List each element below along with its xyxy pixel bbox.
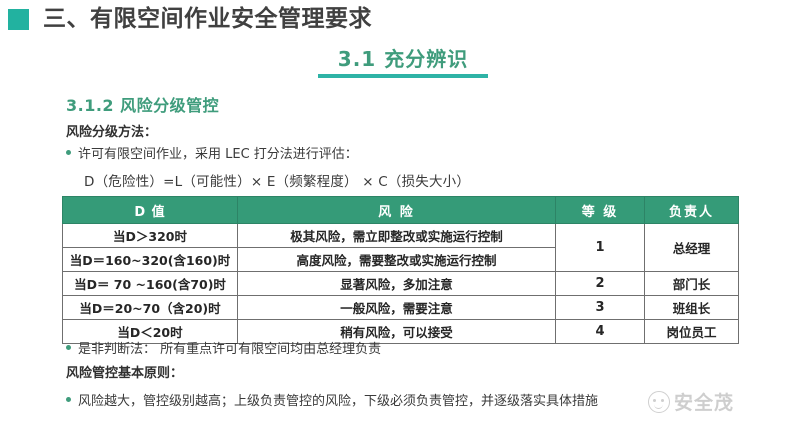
page-title-text: 三、有限空间作业安全管理要求: [43, 6, 372, 32]
watermark-text: 安全茂: [674, 392, 735, 414]
cell-risk: 一般风险，需要注意: [237, 295, 556, 320]
section-title-block: 3.1 充分辨识: [318, 48, 488, 78]
cell-d-value: 当D＝ 70 ~160(含70)时: [62, 271, 238, 296]
cell-level: 4: [555, 319, 645, 344]
method-bullet-lec: 许可有限空间作业，采用 LEC 打分法进行评估：: [66, 143, 358, 162]
method-bullet-judgement: 是非判断法： 所有重点许可有限空间均由总经理负责: [66, 338, 381, 357]
cell-risk: 显著风险，多加注意: [237, 271, 556, 296]
lec-formula-text: D（危险性）=L（可能性）× E（频繁程度） × C（损失大小）: [84, 174, 471, 190]
principle-bullet-1-text: 风险越大，管控级别越高；上级负责管控的风险，下级必须负责管控，并逐级落实具体措施: [78, 394, 599, 409]
column-header-level: 等 级: [555, 196, 645, 224]
column-header-owner: 负责人: [644, 196, 739, 224]
cell-d-value: 当D＞320时: [62, 223, 238, 248]
table-header-row: D 值 风 险 等 级 负责人: [62, 196, 739, 224]
table-row: 当D＝ 70 ~160(含70)时 显著风险，多加注意 2 部门长: [62, 271, 739, 296]
table-row: 当D＝160~320(含160)时 高度风险，需要整改或实施运行控制: [62, 247, 739, 272]
cell-risk: 高度风险，需要整改或实施运行控制: [237, 247, 556, 272]
cell-d-value: 当D＝160~320(含160)时: [62, 247, 238, 272]
cell-risk: 极其风险，需立即整改或实施运行控制: [237, 223, 556, 248]
cell-level: 3: [555, 295, 645, 320]
risk-control-principle-label: 风险管控基本原则：: [66, 366, 184, 381]
watermark: 安全茂: [648, 388, 734, 415]
bullet-dot-icon: [66, 397, 71, 402]
table-row: 当D＜20时 稍有风险，可以接受 4 岗位员工: [62, 319, 739, 344]
cell-owner: 部门长: [644, 271, 739, 296]
page-title: 三、有限空间作业安全管理要求: [8, 8, 372, 31]
round-face-logo-icon: [648, 390, 670, 413]
principle-bullet-1: 风险越大，管控级别越高；上级负责管控的风险，下级必须负责管控，并逐级落实具体措施: [66, 390, 598, 409]
bullet-dot-icon: [66, 345, 71, 350]
section-title-text: 3.1 充分辨识: [337, 47, 469, 71]
section-title-underline: [318, 74, 488, 78]
table-row: 当D＝20~70（含20)时 一般风险，需要注意 3 班组长: [62, 295, 739, 320]
risk-grading-method-label: 风险分级方法：: [66, 125, 158, 140]
bullet-dot-icon: [66, 150, 71, 155]
cell-d-value: 当D＝20~70（含20)时: [62, 295, 238, 320]
cell-risk: 稍有风险，可以接受: [237, 319, 556, 344]
column-header-d-value: D 值: [62, 196, 238, 224]
cell-owner: 总经理: [644, 223, 739, 272]
subsection-title: 3.1.2 风险分级管控: [66, 96, 220, 115]
cell-level: 1: [555, 223, 645, 272]
risk-table-body: 当D＞320时 极其风险，需立即整改或实施运行控制 1 总经理 当D＝160~3…: [62, 223, 739, 344]
table-row: 当D＞320时 极其风险，需立即整改或实施运行控制 1 总经理: [62, 223, 739, 272]
method-bullet-judgement-text: 是非判断法： 所有重点许可有限空间均由总经理负责: [78, 342, 382, 357]
cell-level: 2: [555, 271, 645, 296]
cell-owner: 班组长: [644, 295, 739, 320]
column-header-risk: 风 险: [237, 196, 556, 224]
method-bullet-lec-text: 许可有限空间作业，采用 LEC 打分法进行评估：: [78, 147, 358, 162]
risk-grading-table: D 值 风 险 等 级 负责人 当D＞320时 极其风险，需立即整改或实施运行控…: [62, 196, 739, 344]
cell-owner: 岗位员工: [644, 319, 739, 344]
heading-square-marker-icon: [8, 9, 29, 30]
